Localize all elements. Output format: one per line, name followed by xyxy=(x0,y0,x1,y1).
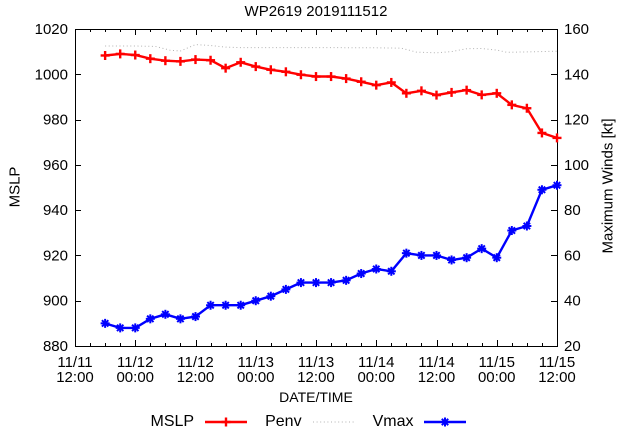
left-tick-label: 960 xyxy=(43,157,68,174)
right-tick-label: 140 xyxy=(564,66,589,83)
left-tick-label: 1020 xyxy=(35,21,68,38)
legend-sample-penv xyxy=(312,421,355,423)
legend-label-penv: Penv xyxy=(265,413,302,430)
x-tick-time: 12:00 xyxy=(538,369,576,386)
x-tick-date: 11/13 xyxy=(298,354,334,371)
x-tick-date: 11/15 xyxy=(479,354,515,371)
x-tick-date: 11/13 xyxy=(238,354,274,371)
legend-sample-vmax xyxy=(424,417,467,427)
legend-label-mslp: MSLP xyxy=(150,413,195,430)
left-tick-label: 900 xyxy=(43,293,68,310)
x-tick-time: 12:00 xyxy=(56,369,94,386)
legend-item-vmax: Vmax xyxy=(373,413,469,431)
x-tick-date: 11/15 xyxy=(539,354,575,371)
series-mslp xyxy=(100,49,562,143)
x-tick-time: 12:00 xyxy=(418,369,456,386)
left-tick-label: 1000 xyxy=(35,66,68,83)
right-tick-label: 120 xyxy=(564,112,589,129)
x-tick-time: 12:00 xyxy=(177,369,215,386)
left-tick-label: 920 xyxy=(43,247,68,264)
series-penv xyxy=(105,44,558,54)
x-tick-time: 00:00 xyxy=(357,369,395,386)
x-tick-date: 11/14 xyxy=(418,354,454,371)
x-tick-date: 11/14 xyxy=(358,354,394,371)
legend-label-vmax: Vmax xyxy=(372,413,414,430)
x-tick-time: 00:00 xyxy=(237,369,275,386)
x-tick-time: 12:00 xyxy=(297,369,335,386)
tick-labels: 880 900 920 940 960 980 1000 1020 20 40 60 80 100 120… xyxy=(35,21,589,386)
right-tick-label: 100 xyxy=(564,157,589,174)
x-tick-date: 11/12 xyxy=(177,354,213,371)
right-tick-label: 40 xyxy=(564,293,581,310)
right-tick-label: 20 xyxy=(564,338,581,355)
legend-item-penv: Penv xyxy=(265,413,356,431)
x-tick-date: 11/11 xyxy=(57,354,92,371)
legend-sample-mslp xyxy=(205,417,248,427)
left-tick-label: 880 xyxy=(43,338,68,355)
left-tick-label: 940 xyxy=(43,202,68,219)
x-tick-time: 00:00 xyxy=(478,369,516,386)
right-tick-label: 60 xyxy=(564,247,581,264)
series-vmax xyxy=(100,180,562,333)
x-tick-time: 00:00 xyxy=(116,369,154,386)
x-tick-date: 11/12 xyxy=(117,354,153,371)
x-axis-label: DATE/TIME xyxy=(279,389,353,405)
right-tick-label: 160 xyxy=(564,21,589,38)
legend: MSLP Penv Vmax xyxy=(0,413,619,431)
right-tick-label: 80 xyxy=(564,202,581,219)
chart-title: WP2619 2019111512 xyxy=(244,3,388,20)
left-tick-label: 980 xyxy=(43,112,68,129)
legend-item-mslp: MSLP xyxy=(151,413,250,431)
